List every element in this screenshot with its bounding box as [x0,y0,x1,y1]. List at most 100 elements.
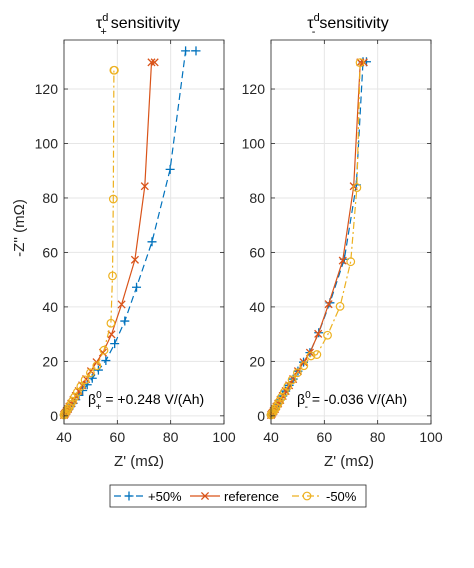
title-subscript: - [312,26,316,38]
y-tick-label: 100 [35,135,59,151]
data-point [147,58,156,67]
y-tick-label: 40 [42,299,58,315]
data-point [306,351,316,361]
data-point [267,409,277,419]
x-tick-label: 40 [263,429,279,445]
legend-marker-symbol [124,491,134,501]
plot-area-left: 40 60 80 100 0 20 40 60 80 100 120 [35,39,236,445]
data-point [324,300,333,309]
y-tick-label: 60 [42,244,58,260]
y-tick-label: 80 [249,190,265,206]
x-tick-label: 60 [110,429,126,445]
data-point [109,65,119,75]
data-point [86,367,95,376]
data-point [293,368,302,378]
chart-title-right: τd - sensitivity [307,12,388,38]
data-point [277,392,287,402]
title-subscript: + [100,26,106,38]
data-point [338,256,347,265]
data-point [181,46,191,56]
data-point [132,282,142,292]
data-point [140,182,149,191]
legend-marker-symbol [302,491,312,501]
legend-marker-symbol [200,491,210,501]
legend-box [109,484,367,508]
x-axis-label-left: Z' (mΩ) [114,453,164,470]
data-point [101,356,111,366]
data-point [312,350,322,359]
y-tick-label: 20 [42,353,58,369]
data-point [130,255,139,264]
annotation-superscript: 0 [96,390,102,401]
data-point [92,361,102,371]
data-point [147,237,157,247]
data-point [68,396,77,406]
y-tick-label: 80 [42,190,58,206]
y-tick-label: 40 [249,299,265,315]
y-tick-label: 20 [249,353,265,369]
y-tick-label: 0 [50,408,58,424]
title-symbol: τ [307,15,314,32]
data-point [314,329,323,338]
data-point [117,300,126,309]
data-point [165,164,175,174]
data-point [275,396,284,406]
axes-box [63,39,225,425]
y-tick-label: 0 [257,408,265,424]
data-point [76,382,86,391]
data-point [120,316,130,326]
data-point [287,375,297,385]
plot-background [64,40,224,424]
data-point [70,392,80,402]
title-symbol: τ [96,15,103,32]
data-point [150,58,159,67]
data-point [85,368,95,378]
y-tick-label: 120 [242,81,266,97]
axes-box [270,39,432,425]
data-point [108,271,117,281]
data-point [346,257,356,267]
legend-label: -50% [326,489,357,504]
annotation-subscript: + [96,402,102,413]
data-point [323,330,332,340]
legend-marker [200,491,210,501]
plot-area-right: 40 60 80 100 0 20 40 60 80 100 120 [242,39,443,445]
data-point [80,375,90,385]
data-point [191,46,201,56]
x-tick-label: 80 [370,429,386,445]
chart-title-left: τd + sensitivity [96,12,180,38]
annotation-symbol: β [88,391,96,407]
data-point [283,382,293,391]
legend-item-reference: reference [190,489,279,504]
x-tick-label: 100 [212,429,236,445]
annotation-text: = +0.248 V/(Ah) [101,391,204,407]
legend-label: +50% [148,489,182,504]
plot-background [271,40,431,424]
data-point [106,318,116,328]
data-point [110,339,120,349]
x-axis-label-right: Z' (mΩ) [324,453,374,470]
data-point [93,365,103,375]
legend-label: reference [224,489,279,504]
y-axis-label: -Z'' (mΩ) [11,199,28,257]
annotation-beta-plus: β0 + = +0.248 V/(Ah) [88,390,204,413]
data-point [108,194,118,204]
data-point [335,301,345,311]
data-point [87,373,97,383]
annotation-symbol: β [297,391,305,407]
annotation-subscript: - [305,402,308,413]
legend-marker [124,491,134,501]
title-text: sensitivity [319,15,388,32]
x-tick-label: 100 [419,429,443,445]
chart-panel-left: τd + sensitivity 40 60 80 100020406080100120 … [11,12,236,470]
chart-panel-right: τd - sensitivity 40 60 80 100020406080100120 … [242,12,443,470]
data-point [352,183,362,193]
legend-item-plus50: +50% [114,489,182,504]
data-point [355,58,365,68]
data-point [60,409,70,419]
data-point [293,367,302,376]
legend-marker [302,491,312,501]
legend: +50% reference -50% [109,484,367,508]
title-text: sensitivity [111,15,180,32]
